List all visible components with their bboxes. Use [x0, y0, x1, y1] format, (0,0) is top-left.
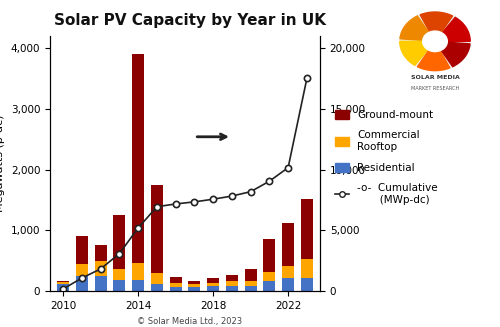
- Bar: [94, 261, 106, 276]
- Bar: [282, 223, 294, 266]
- Text: © Solar Media Ltd., 2023: © Solar Media Ltd., 2023: [138, 317, 242, 326]
- Bar: [170, 287, 181, 291]
- Bar: [226, 275, 238, 281]
- Wedge shape: [435, 17, 470, 41]
- Bar: [207, 283, 219, 286]
- Text: SOLAR MEDIA: SOLAR MEDIA: [410, 76, 460, 80]
- Bar: [151, 185, 163, 273]
- Bar: [114, 269, 126, 280]
- Bar: [244, 286, 256, 291]
- Bar: [188, 284, 200, 287]
- Bar: [226, 286, 238, 291]
- Bar: [244, 281, 256, 286]
- Bar: [264, 281, 276, 291]
- Bar: [151, 284, 163, 291]
- Bar: [188, 287, 200, 291]
- Bar: [76, 236, 88, 264]
- Bar: [264, 239, 276, 272]
- Circle shape: [400, 12, 470, 71]
- Bar: [132, 280, 144, 291]
- Text: MARKET RESEARCH: MARKET RESEARCH: [411, 86, 459, 92]
- Legend: Ground-mount, Commercial
Rooftop, Residential, -o-  Cumulative
       (MWp-dc): Ground-mount, Commercial Rooftop, Reside…: [335, 110, 438, 205]
- Bar: [244, 269, 256, 281]
- Wedge shape: [420, 12, 452, 41]
- Bar: [151, 273, 163, 284]
- Bar: [282, 278, 294, 291]
- Bar: [301, 199, 313, 259]
- Bar: [188, 281, 200, 284]
- Bar: [114, 215, 126, 269]
- Bar: [226, 281, 238, 286]
- Bar: [170, 277, 181, 283]
- Bar: [282, 266, 294, 278]
- Wedge shape: [400, 16, 435, 41]
- Bar: [94, 246, 106, 261]
- Bar: [76, 264, 88, 276]
- Bar: [94, 276, 106, 291]
- Bar: [207, 278, 219, 283]
- Bar: [264, 272, 276, 281]
- Y-axis label: Megawatts (p-dc): Megawatts (p-dc): [0, 115, 5, 212]
- Bar: [301, 278, 313, 291]
- Wedge shape: [418, 41, 450, 71]
- Bar: [132, 54, 144, 263]
- Bar: [57, 281, 69, 282]
- Wedge shape: [400, 41, 435, 65]
- Bar: [57, 282, 69, 284]
- Text: Solar PV Capacity by Year in UK: Solar PV Capacity by Year in UK: [54, 13, 326, 28]
- Circle shape: [422, 31, 448, 52]
- Bar: [76, 276, 88, 291]
- Wedge shape: [435, 41, 470, 67]
- Bar: [301, 259, 313, 278]
- Bar: [57, 284, 69, 291]
- Bar: [170, 283, 181, 287]
- Bar: [114, 280, 126, 291]
- Bar: [207, 286, 219, 291]
- Bar: [132, 263, 144, 280]
